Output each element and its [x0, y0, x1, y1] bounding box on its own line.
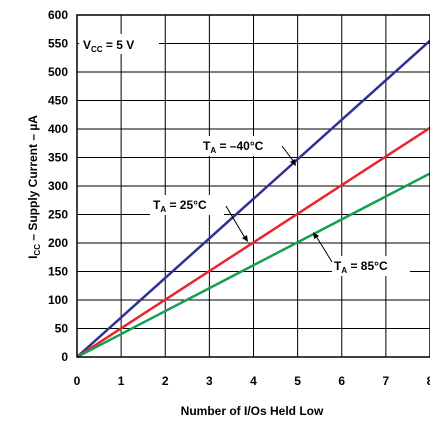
annotation-bg-minus40 [200, 136, 280, 156]
annotation-leader-85 [315, 235, 333, 263]
y-tick-label-200: 200 [48, 236, 68, 250]
x-tick-label-7: 7 [383, 374, 390, 388]
y-tick-label-400: 400 [48, 122, 68, 136]
y-tick-label-600: 600 [48, 8, 68, 22]
annotation-25: TA = 25°C [153, 198, 207, 214]
grid-lines [76, 14, 430, 358]
y-tick-label-550: 550 [48, 37, 68, 51]
x-tick-label-2: 2 [162, 374, 169, 388]
x-axis-title: Number of I/Os Held Low [181, 404, 324, 418]
y-tick-label-300: 300 [48, 179, 68, 193]
x-tick-label-4: 4 [250, 374, 257, 388]
annotation-leader-25 [225, 205, 246, 239]
y-axis-title: ICC – Supply Current – µA [26, 115, 42, 259]
y-tick-labels: 0 50 100 150 200 250 300 350 400 450 500 550 600 [48, 8, 68, 364]
annotation-leader-minus40 [281, 145, 295, 163]
annotation-arrowhead-minus40 [290, 159, 296, 166]
y-tick-label-150: 150 [48, 265, 68, 279]
annotation-bg-85 [332, 256, 410, 276]
series-line-0 [76, 39, 430, 358]
x-tick-label-8: 8 [427, 374, 430, 388]
series-line-1 [76, 126, 430, 359]
y-tick-label-0: 0 [61, 350, 68, 364]
x-tick-label-1: 1 [118, 374, 125, 388]
x-tick-label-0: 0 [74, 374, 81, 388]
series-line-2 [76, 172, 430, 359]
y-tick-label-350: 350 [48, 151, 68, 165]
annotation-bg-25 [150, 195, 224, 215]
condition-label: VCC = 5 V [83, 38, 134, 54]
x-tick-label-6: 6 [338, 374, 345, 388]
y-tick-label-100: 100 [48, 293, 68, 307]
x-tick-labels: 0 1 2 3 4 5 6 7 8 [74, 374, 430, 388]
series-layer [76, 39, 430, 359]
y-tick-label-450: 450 [48, 94, 68, 108]
annotation-arrowhead-85 [313, 232, 319, 239]
y-tick-label-250: 250 [48, 208, 68, 222]
condition-label-bg [79, 34, 159, 54]
plot-frame [76, 14, 430, 358]
y-tick-label-50: 50 [55, 322, 69, 336]
y-tick-label-500: 500 [48, 65, 68, 79]
annotation-85: TA = 85°C [334, 259, 388, 275]
x-tick-label-5: 5 [294, 374, 301, 388]
x-tick-label-3: 3 [206, 374, 213, 388]
annotation-minus40: TA = –40°C [203, 139, 264, 155]
annotation-arrowhead-25 [242, 235, 248, 242]
series-annotations: TA = –40°C TA = 25°C TA = 85°C [150, 136, 410, 276]
